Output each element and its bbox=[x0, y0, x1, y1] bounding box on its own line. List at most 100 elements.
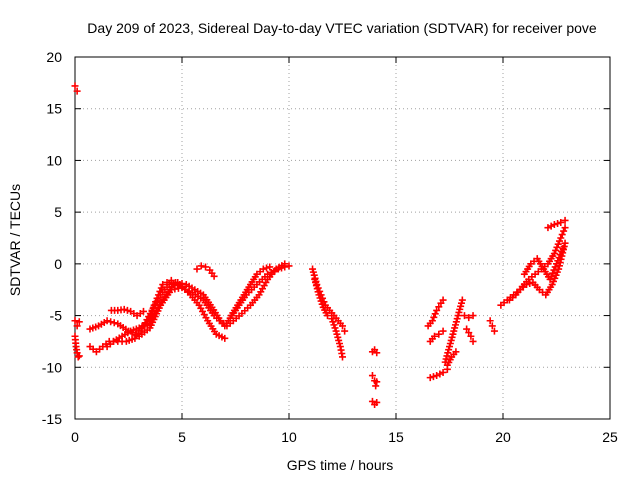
data-point bbox=[433, 306, 441, 314]
data-point bbox=[368, 372, 376, 380]
x-tick-label: 5 bbox=[178, 429, 186, 445]
data-point bbox=[75, 318, 83, 326]
data-point bbox=[103, 317, 111, 325]
data-point bbox=[153, 294, 161, 302]
data-point bbox=[221, 334, 229, 342]
x-tick-label: 20 bbox=[495, 429, 511, 445]
data-point bbox=[185, 287, 193, 295]
series-arc-b bbox=[71, 317, 83, 330]
x-tick-label: 10 bbox=[281, 429, 297, 445]
data-point bbox=[176, 281, 184, 289]
data-point bbox=[435, 303, 443, 311]
data-point bbox=[264, 270, 272, 278]
data-point bbox=[431, 310, 439, 318]
data-point bbox=[486, 317, 494, 325]
y-tick-labels: -15 -10 -5 0 5 10 15 20 bbox=[42, 49, 62, 427]
y-tick-label: 5 bbox=[54, 204, 62, 220]
series-arc-t bbox=[443, 348, 460, 369]
data-point bbox=[263, 264, 271, 272]
data-point bbox=[167, 276, 175, 284]
y-tick-label: -5 bbox=[50, 308, 63, 324]
data-point bbox=[561, 224, 569, 232]
data-point bbox=[267, 268, 275, 276]
data-point bbox=[557, 218, 565, 226]
data-point bbox=[197, 262, 205, 270]
series-arc-u bbox=[460, 312, 477, 322]
series-arc-v bbox=[463, 325, 477, 345]
series-arc-j bbox=[227, 263, 274, 320]
data-point bbox=[271, 267, 279, 275]
data-point bbox=[372, 382, 380, 390]
data-point bbox=[163, 278, 171, 286]
data-point bbox=[561, 216, 569, 224]
data-point bbox=[431, 332, 439, 340]
y-tick-label: -15 bbox=[42, 411, 62, 427]
series-arc-n bbox=[368, 372, 381, 390]
data-point bbox=[193, 265, 201, 273]
data-point bbox=[157, 284, 165, 292]
data-point bbox=[373, 398, 381, 406]
plot-frame bbox=[74, 56, 611, 420]
data-point bbox=[439, 368, 447, 376]
data-point bbox=[488, 322, 496, 330]
series-arc-m bbox=[368, 346, 381, 357]
series-arc-h bbox=[146, 276, 184, 322]
data-point bbox=[428, 317, 436, 325]
data-point bbox=[460, 312, 468, 320]
series-arc-a bbox=[71, 82, 81, 95]
y-axis-label: SDTVAR / TECUs bbox=[7, 184, 23, 296]
y-tick-label: 10 bbox=[46, 152, 62, 168]
data-point bbox=[463, 325, 471, 333]
series-arc-z bbox=[520, 244, 567, 283]
x-tick-labels: 0 5 10 15 20 25 bbox=[71, 429, 618, 445]
data-point bbox=[150, 301, 158, 309]
data-point bbox=[156, 287, 164, 295]
data-point bbox=[139, 307, 147, 315]
series-arc-o bbox=[368, 397, 381, 409]
data-point bbox=[278, 264, 286, 272]
y-tick-label: 15 bbox=[46, 101, 62, 117]
data-point bbox=[341, 327, 349, 335]
x-tick-label: 25 bbox=[602, 429, 618, 445]
data-point bbox=[71, 317, 79, 325]
data-point bbox=[266, 263, 274, 271]
data-point bbox=[435, 330, 443, 338]
data-point bbox=[107, 318, 115, 326]
series-arc-i bbox=[193, 262, 218, 280]
data-point bbox=[561, 239, 569, 247]
data-point bbox=[558, 231, 566, 239]
data-point bbox=[339, 322, 346, 330]
series-arc-f bbox=[103, 281, 229, 351]
data-point bbox=[452, 348, 460, 356]
data-point bbox=[469, 337, 477, 345]
data-point bbox=[71, 82, 79, 90]
data-point bbox=[557, 234, 565, 242]
data-point bbox=[339, 353, 346, 361]
data-point bbox=[430, 313, 438, 321]
data-point bbox=[123, 306, 131, 314]
data-point bbox=[490, 327, 498, 335]
y-tick-label: -10 bbox=[42, 359, 62, 375]
data-point bbox=[469, 312, 477, 320]
data-point bbox=[373, 378, 381, 386]
data-point bbox=[550, 221, 558, 229]
series-arc-p bbox=[424, 296, 447, 330]
data-point bbox=[281, 263, 289, 271]
data-point bbox=[554, 220, 562, 228]
data-point bbox=[324, 312, 332, 320]
chart-title: Day 209 of 2023, Sidereal Day-to-day VTE… bbox=[87, 20, 597, 36]
data-point bbox=[73, 322, 81, 330]
data-point bbox=[202, 263, 210, 271]
data-point bbox=[152, 298, 160, 306]
data-points bbox=[71, 82, 569, 409]
data-point bbox=[465, 329, 473, 337]
series-arc-g bbox=[107, 305, 147, 320]
series-arc-y bbox=[505, 224, 569, 304]
data-point bbox=[159, 281, 167, 289]
x-axis-label: GPS time / hours bbox=[287, 457, 394, 473]
data-point bbox=[110, 319, 118, 327]
data-point bbox=[210, 272, 218, 280]
data-point bbox=[274, 265, 282, 273]
data-point bbox=[439, 296, 447, 304]
